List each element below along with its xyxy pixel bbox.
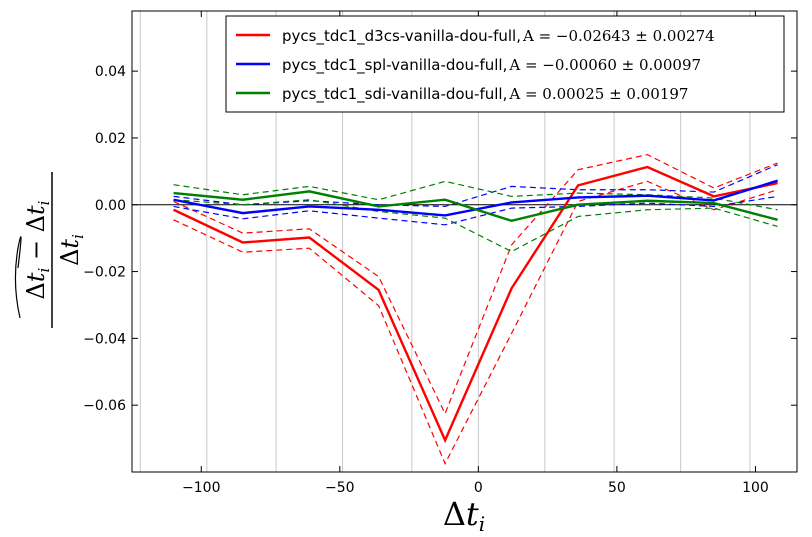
legend-label: pycs_tdc1_sdi-vanilla-dou-full, — [282, 85, 507, 104]
series-0-upper-band — [173, 154, 778, 416]
series-1-lower-band — [173, 195, 778, 226]
x-tick-label: −100 — [182, 480, 220, 496]
legend-label: pycs_tdc1_d3cs-vanilla-dou-full, — [282, 27, 521, 46]
legend-label: pycs_tdc1_spl-vanilla-dou-full, — [282, 56, 507, 75]
series-2-lower-band — [173, 199, 778, 253]
series-2-upper-band — [173, 180, 778, 211]
x-tick-label: 100 — [742, 480, 769, 496]
error-bands — [173, 154, 778, 466]
y-tick-label: −0.06 — [83, 398, 126, 414]
x-axis-label: Δti — [443, 495, 485, 536]
y-tick-label: 0.02 — [95, 131, 126, 147]
ticks: −100 −50 0 50 100 −0.06 −0.04 −0.02 0.00 0.02 0.04 — [83, 11, 797, 496]
x-tick-label: 50 — [608, 480, 626, 496]
y-tick-label: −0.04 — [83, 331, 126, 347]
y-tick-label: −0.02 — [83, 265, 126, 281]
x-tick-label: 0 — [474, 480, 483, 496]
series-0-lower-band — [173, 180, 778, 466]
svg-text:Δti − Δti: Δti − Δti — [22, 200, 53, 299]
y-tick-label: 0.04 — [95, 64, 126, 80]
svg-text:Δti: Δti — [56, 234, 87, 266]
y-tick-label: 0.00 — [95, 198, 126, 214]
plot-frame — [131, 10, 798, 473]
x-tick-label: −50 — [325, 480, 355, 496]
y-axis-label: Δti − Δti Δti — [14, 172, 87, 328]
legend: pycs_tdc1_d3cs-vanilla-dou-full, A = −0.… — [225, 15, 785, 113]
series-1-line — [173, 179, 778, 217]
legend-box — [225, 15, 785, 113]
series-lines — [173, 165, 778, 444]
legend-stat: A = 0.00025 ± 0.00197 — [508, 85, 688, 103]
series-0-line — [173, 165, 778, 444]
series-2-line — [173, 190, 778, 223]
legend-stat: A = −0.00060 ± 0.00097 — [508, 56, 701, 74]
legend-stat: A = −0.02643 ± 0.00274 — [522, 27, 715, 45]
